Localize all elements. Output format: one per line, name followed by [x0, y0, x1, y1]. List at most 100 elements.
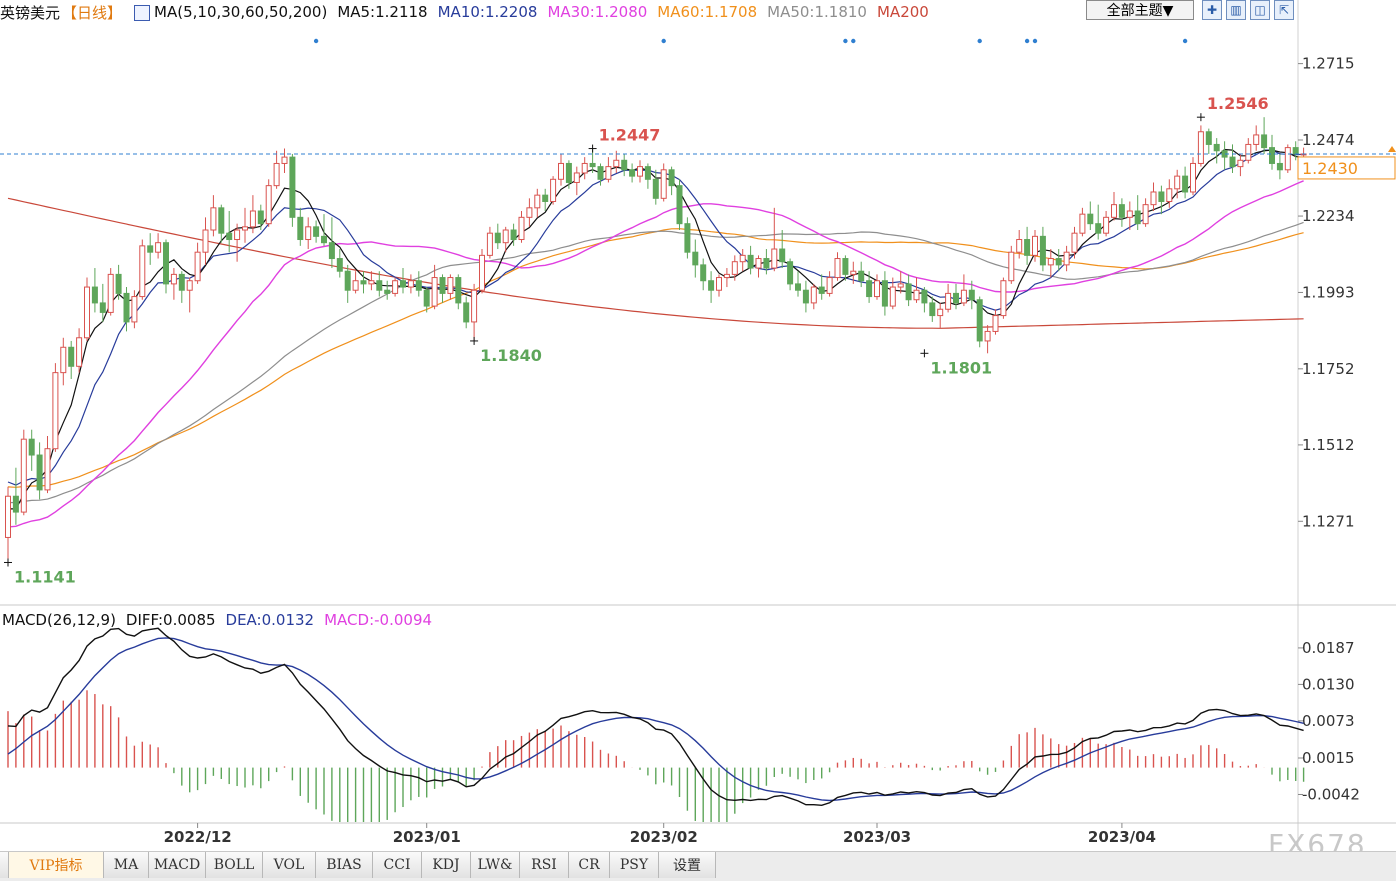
symbol-name: 英镑美元	[0, 3, 61, 22]
period-label[interactable]: 【日线】	[62, 3, 123, 22]
candle-body	[1039, 235, 1046, 266]
price-tick-label: 1.1993	[1302, 283, 1355, 301]
tab-settings[interactable]: 设置	[659, 852, 716, 878]
layout-tool-icon[interactable]: ▥	[1226, 0, 1246, 20]
tab-macd[interactable]: MACD	[149, 852, 206, 878]
candle-body	[313, 226, 320, 237]
extreme-label: 1.1840	[480, 346, 542, 365]
candle-body	[937, 308, 944, 317]
candle-body	[755, 258, 762, 269]
candle-body	[463, 302, 470, 323]
candle-body	[305, 226, 312, 241]
candle-body	[186, 280, 193, 291]
candle-body	[976, 299, 983, 342]
candle-body	[91, 286, 98, 304]
ma30-line	[7, 180, 1304, 528]
candle-body	[652, 178, 659, 199]
candle-body	[1071, 232, 1078, 253]
candle-body	[629, 169, 636, 177]
candle-body	[1182, 175, 1189, 193]
candle-body	[787, 261, 794, 285]
candle-body	[953, 292, 959, 304]
tab-ma[interactable]: MA	[104, 852, 149, 878]
macd-dea-line	[7, 637, 1304, 802]
candle-body	[60, 346, 67, 374]
candle-body	[1000, 280, 1007, 317]
candle-body	[431, 277, 438, 307]
candle-body	[613, 159, 620, 168]
candle-body	[731, 261, 738, 275]
candle-body	[147, 245, 154, 253]
candle-body	[897, 283, 904, 288]
event-marker	[843, 38, 848, 44]
time-tick-label: 2023/04	[1088, 828, 1156, 846]
ma-indicator-icon[interactable]	[134, 5, 151, 21]
candle-body	[455, 277, 462, 304]
event-marker	[1024, 38, 1030, 44]
tab-cci[interactable]: CCI	[373, 852, 422, 878]
candle-body	[368, 280, 375, 285]
candle-body	[874, 280, 880, 298]
tab-boll[interactable]: BOLL	[206, 852, 263, 878]
candle-body	[297, 216, 304, 241]
price-panel-header: 英镑美元 【日线】 MA(5,10,30,60,50,200) MA5:1.21…	[0, 0, 939, 24]
candle-body	[1118, 204, 1125, 218]
candle-body	[881, 280, 888, 307]
candle-body	[1150, 191, 1157, 206]
candle-body	[771, 248, 778, 269]
indicator-tab-bar: VIP指标 MA MACD BOLL VOL BIAS CCI KDJ LW& …	[0, 851, 1396, 881]
fullscreen-tool-icon[interactable]: ⇱	[1274, 0, 1294, 20]
candle-body	[660, 169, 667, 199]
candle-body	[1087, 213, 1094, 225]
event-marker	[313, 38, 319, 44]
current-price-box	[1297, 156, 1396, 180]
macd-tick-label: -0.0042	[1302, 785, 1360, 803]
candle-body	[1190, 162, 1196, 193]
candle-body	[155, 242, 162, 253]
ma5-value: MA5:1.2118	[337, 3, 428, 21]
crosshair-tool-icon[interactable]: ✚	[1202, 0, 1222, 20]
candle-body	[676, 185, 683, 225]
candle-body	[28, 438, 35, 456]
candle-body	[1229, 156, 1236, 168]
current-price-label: 1.2430	[1302, 159, 1358, 178]
tab-scroll-left[interactable]	[0, 852, 9, 878]
macd-panel-header: MACD(26,12,9) DIFF:0.0085 DEA:0.0132 MAC…	[2, 609, 442, 631]
theme-dropdown-button[interactable]: 全部主题▼	[1086, 0, 1194, 20]
tab-psy[interactable]: PSY	[610, 852, 659, 878]
candle-body	[44, 448, 51, 491]
extreme-label: 1.2447	[599, 126, 661, 145]
candle-body	[1276, 162, 1283, 171]
candle-body	[400, 280, 406, 288]
candle-body	[131, 296, 138, 323]
candle-body	[392, 280, 399, 294]
zoom-tool-icon[interactable]: ◫	[1250, 0, 1270, 20]
candle-body	[439, 277, 446, 294]
candle-body	[921, 289, 928, 304]
macd-hist-value: MACD:-0.0094	[324, 611, 433, 629]
event-marker	[851, 38, 856, 44]
tab-bias[interactable]: BIAS	[316, 852, 373, 878]
candle-body	[992, 315, 999, 332]
tab-lw[interactable]: LW&	[471, 852, 520, 878]
candle-body	[486, 232, 493, 256]
tab-vol[interactable]: VOL	[263, 852, 316, 878]
candle-body	[1016, 239, 1023, 253]
tab-kdj[interactable]: KDJ	[422, 852, 471, 878]
tab-vip[interactable]: VIP指标	[9, 852, 104, 878]
candle-body	[1103, 216, 1110, 234]
candle-body	[589, 162, 596, 168]
candle-body	[542, 194, 549, 202]
candle-body	[20, 438, 27, 513]
candle-body	[550, 178, 557, 202]
tab-cr[interactable]: CR	[569, 852, 610, 878]
candle-body	[605, 166, 612, 180]
candle-body	[163, 242, 169, 285]
macd-diff-line	[7, 627, 1304, 807]
tab-rsi[interactable]: RSI	[520, 852, 569, 878]
candle-body	[1047, 258, 1054, 266]
candle-body	[747, 254, 754, 269]
candle-body	[1292, 147, 1299, 155]
candle-body	[526, 207, 533, 218]
macd-diff-value: DIFF:0.0085	[125, 611, 216, 629]
